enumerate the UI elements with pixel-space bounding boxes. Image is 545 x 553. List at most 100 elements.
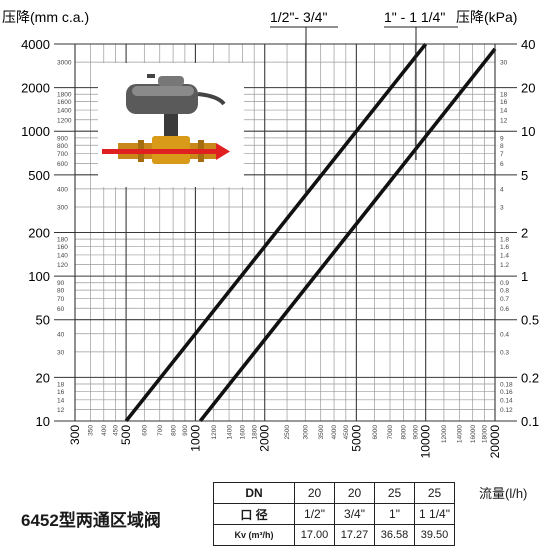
y-left-major-tick-label: 4000 [21, 37, 50, 52]
x-minor-tick-label: 1800 [251, 425, 258, 440]
y-right-minor-tick-label: 8 [500, 143, 504, 150]
y-left-major-tick-label: 200 [28, 226, 50, 241]
y-right-minor-tick-label: 0.16 [500, 389, 513, 396]
series-line [198, 47, 497, 423]
x-minor-tick-label: 3000 [302, 425, 309, 440]
y-left-minor-tick-label: 1600 [57, 99, 72, 106]
y-left-minor-tick-label: 30 [57, 349, 65, 356]
table-cell: 17.00 [294, 524, 335, 546]
x-major-tick-label: 10000 [419, 425, 433, 459]
y-left-minor-tick-label: 1800 [57, 92, 72, 99]
y-right-minor-tick-label: 0.3 [500, 349, 509, 356]
y-left-minor-tick-label: 70 [57, 296, 65, 303]
y-left-major-tick-label: 2000 [21, 81, 50, 96]
x-minor-tick-label: 1600 [240, 425, 247, 440]
row-header: Kv (m³/h) [213, 524, 295, 546]
x-minor-tick-label: 4500 [343, 425, 350, 440]
x-minor-tick-label: 16000 [470, 425, 477, 443]
y-left-minor-tick-label: 40 [57, 331, 65, 338]
y-right-major-tick-label: 2 [521, 226, 528, 241]
x-minor-tick-label: 900 [182, 425, 189, 436]
x-minor-tick-label: 8000 [401, 425, 408, 440]
y-right-major-tick-label: 5 [521, 168, 528, 183]
table-cell: 25 [414, 482, 455, 504]
series-label: 1/2"- 3/4" [270, 9, 327, 25]
x-minor-tick-label: 1200 [211, 425, 218, 440]
table-cell: 1" [374, 503, 415, 525]
x-minor-tick-label: 7000 [387, 425, 394, 440]
y-right-major-tick-label: 10 [521, 124, 535, 139]
series-line [124, 42, 428, 423]
right-axis-title: 压降(kPa) [456, 9, 517, 25]
y-right-minor-tick-label: 9 [500, 135, 504, 142]
series-label: 1" - 1 1/4" [384, 9, 445, 25]
y-right-minor-tick-label: 0.4 [500, 331, 509, 338]
y-right-minor-tick-label: 1.4 [500, 252, 509, 259]
x-minor-tick-label: 14000 [457, 425, 464, 443]
table-cell: 1/2" [294, 503, 335, 525]
table-cell: 17.27 [334, 524, 375, 546]
y-right-minor-tick-label: 12 [500, 117, 508, 124]
x-minor-tick-label: 800 [170, 425, 177, 436]
x-minor-tick-label: 2500 [284, 425, 291, 440]
x-major-tick-label: 5000 [349, 425, 363, 452]
table-cell: 36.58 [374, 524, 415, 546]
table-cell: 25 [374, 482, 415, 504]
y-left-minor-tick-label: 80 [57, 288, 65, 295]
y-right-major-tick-label: 40 [521, 37, 535, 52]
y-right-minor-tick-label: 0.8 [500, 288, 509, 295]
table-row: 口 径 1/2" 3/4" 1" 1 1/4" [213, 503, 455, 525]
left-axis-title: 压降(mm c.a.) [2, 9, 89, 25]
y-left-major-tick-label: 10 [36, 414, 50, 429]
y-right-minor-tick-label: 30 [500, 60, 508, 67]
x-major-tick-label: 300 [68, 425, 82, 445]
y-right-minor-tick-label: 0.12 [500, 407, 513, 414]
x-major-tick-label: 1000 [188, 425, 202, 452]
y-left-minor-tick-label: 900 [57, 135, 68, 142]
y-right-major-tick-label: 0.5 [521, 313, 539, 328]
y-left-minor-tick-label: 90 [57, 280, 65, 287]
y-left-minor-tick-label: 16 [57, 389, 65, 396]
x-minor-tick-label: 1400 [226, 425, 233, 440]
series-legend: 1/2"- 3/4" 1" - 1 1/4" [270, 9, 458, 195]
y-right-minor-tick-label: 16 [500, 99, 508, 106]
x-minor-tick-label: 12000 [441, 425, 448, 443]
x-minor-tick-label: 18000 [482, 425, 489, 443]
y-right-minor-tick-label: 4 [500, 186, 504, 193]
axis-tick-labels: 1020501002005001000200040001214161830406… [21, 37, 539, 458]
valve-illustration [98, 63, 244, 187]
y-left-major-tick-label: 500 [28, 168, 50, 183]
y-right-minor-tick-label: 3 [500, 204, 504, 211]
y-right-major-tick-label: 20 [521, 81, 535, 96]
x-minor-tick-label: 600 [142, 425, 149, 436]
y-left-minor-tick-label: 140 [57, 252, 68, 259]
y-left-minor-tick-label: 800 [57, 143, 68, 150]
y-left-minor-tick-label: 700 [57, 151, 68, 158]
x-minor-tick-label: 4000 [331, 425, 338, 440]
x-minor-tick-label: 9000 [412, 425, 419, 440]
y-right-major-tick-label: 0.1 [521, 414, 539, 429]
y-right-minor-tick-label: 1.6 [500, 244, 509, 251]
table-cell: 3/4" [334, 503, 375, 525]
product-title: 6452型两通区域阀 [21, 511, 161, 530]
y-left-major-tick-label: 100 [28, 269, 50, 284]
y-left-minor-tick-label: 120 [57, 262, 68, 269]
x-minor-tick-label: 450 [113, 425, 120, 436]
y-left-minor-tick-label: 3000 [57, 60, 72, 67]
y-left-major-tick-label: 50 [36, 313, 50, 328]
y-left-minor-tick-label: 60 [57, 306, 65, 313]
row-header: 口 径 [213, 503, 295, 525]
y-left-minor-tick-label: 1200 [57, 117, 72, 124]
table-row: DN 20 20 25 25 [213, 482, 455, 504]
x-minor-tick-label: 350 [88, 425, 95, 436]
x-major-tick-label: 2000 [258, 425, 272, 452]
y-right-minor-tick-label: 0.6 [500, 306, 509, 313]
series-lines [124, 42, 497, 423]
row-header: DN [213, 482, 295, 504]
y-right-minor-tick-label: 6 [500, 161, 504, 168]
y-left-major-tick-label: 1000 [21, 124, 50, 139]
y-right-minor-tick-label: 18 [500, 92, 508, 99]
y-left-minor-tick-label: 400 [57, 186, 68, 193]
x-minor-tick-label: 6000 [372, 425, 379, 440]
